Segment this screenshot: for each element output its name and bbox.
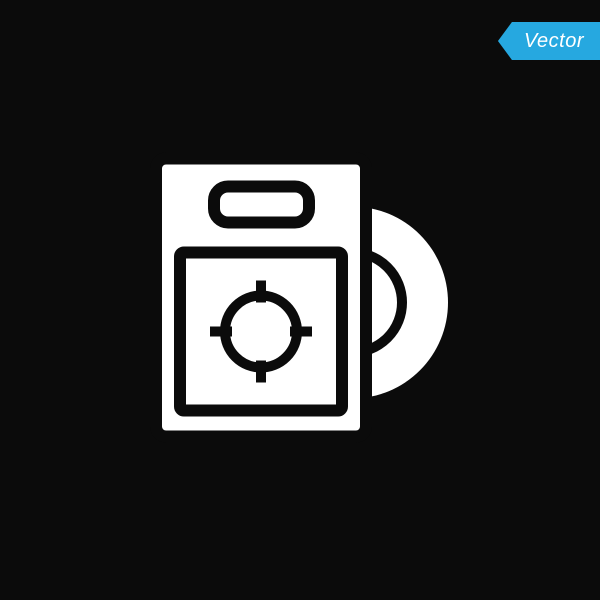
vector-ribbon: Vector	[498, 22, 600, 60]
game-box-icon	[156, 159, 366, 437]
ribbon-label: Vector	[524, 30, 584, 53]
cd-game-box-svg	[150, 153, 450, 443]
stage: Vector	[0, 0, 600, 600]
cd-game-box-icon	[150, 153, 450, 448]
